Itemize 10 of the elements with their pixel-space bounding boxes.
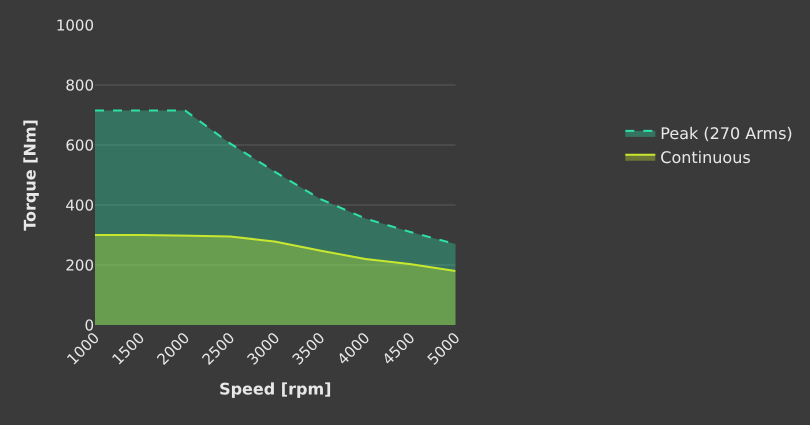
- y-tick-label: 200: [65, 256, 94, 274]
- y-tick-label: 1000: [56, 16, 94, 34]
- y-tick-label: 400: [65, 196, 94, 214]
- y-axis-title: Torque [Nm]: [20, 119, 40, 231]
- legend-label: Continuous: [660, 148, 751, 167]
- y-tick-label: 0: [84, 316, 94, 334]
- legend-label: Peak (270 Arms): [660, 124, 793, 144]
- y-tick-label: 600: [65, 136, 94, 154]
- x-axis-title: Speed [rpm]: [219, 379, 332, 398]
- y-tick-label: 800: [65, 76, 94, 94]
